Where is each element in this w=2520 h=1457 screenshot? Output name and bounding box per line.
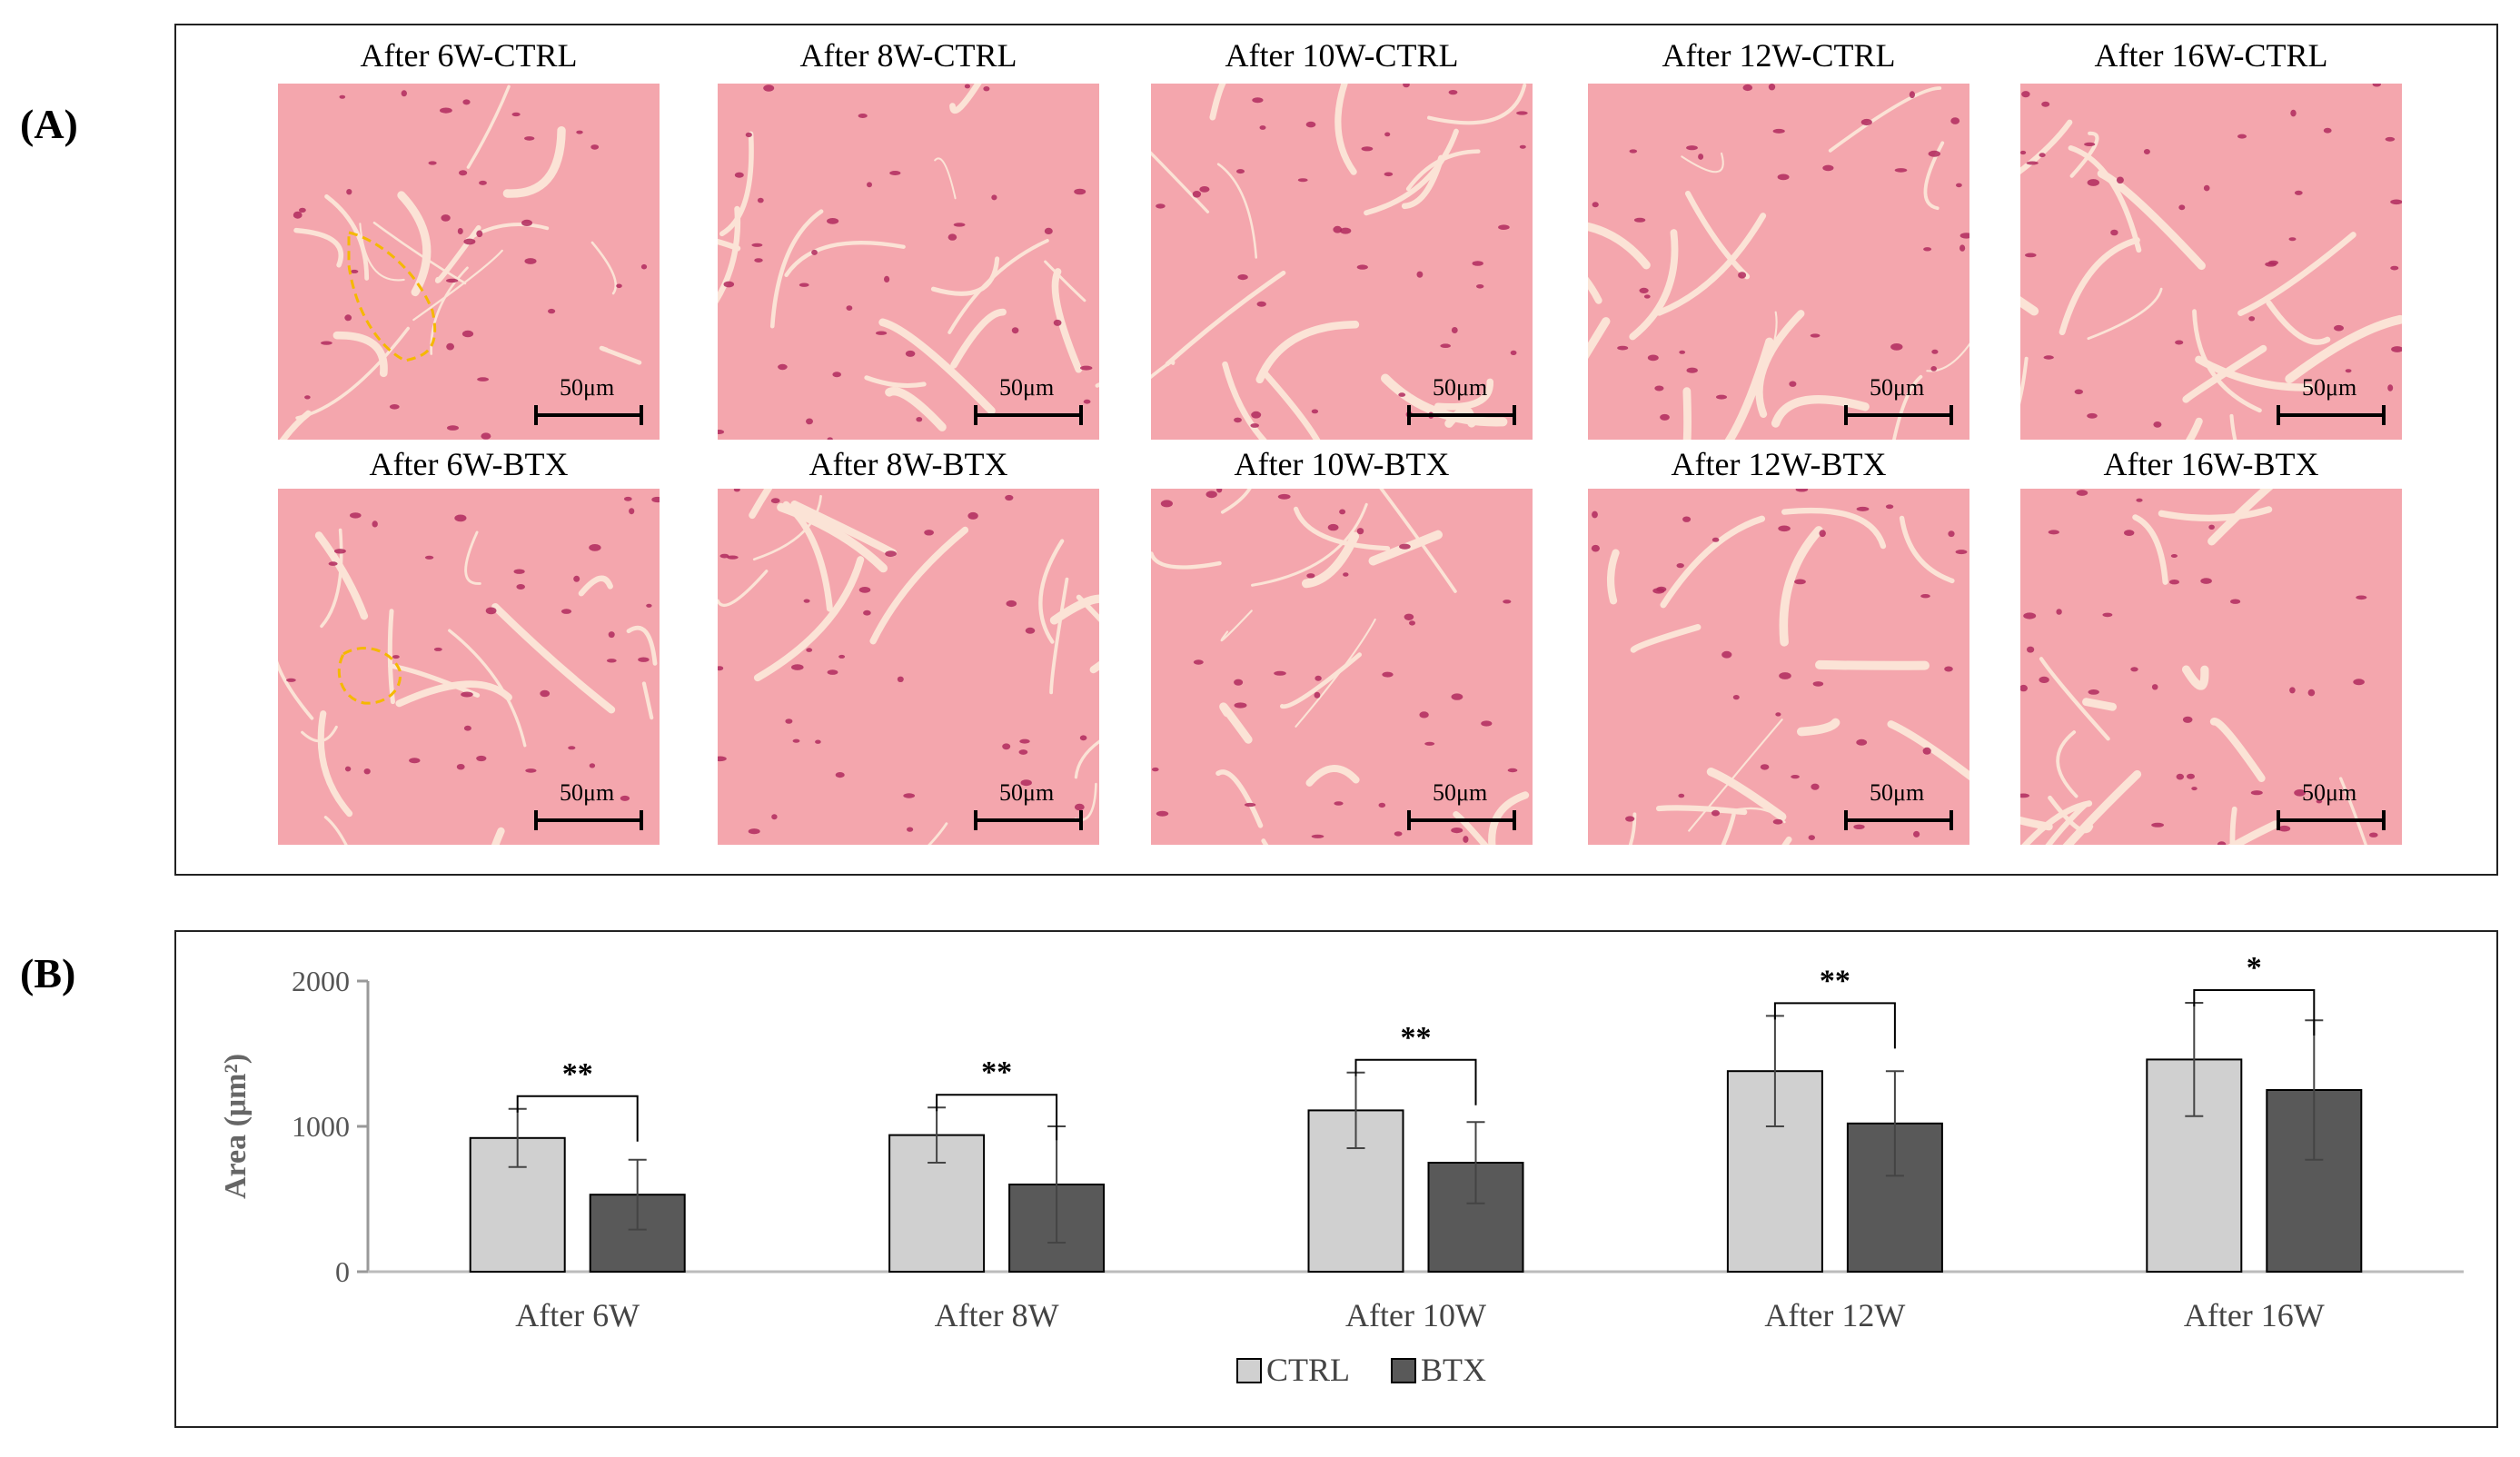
micrograph-image — [1151, 489, 1533, 845]
micrograph-image — [1588, 84, 1969, 440]
micrograph-caption: After 6W-BTX — [369, 446, 569, 482]
micrograph-image — [278, 489, 660, 845]
scale-bar-label: 50μm — [1433, 374, 1488, 401]
scale-bar-label: 50μm — [2302, 374, 2357, 401]
micrograph-image — [718, 84, 1099, 440]
micrograph-image — [2020, 84, 2402, 440]
scale-bar-label: 50μm — [999, 779, 1055, 806]
scale-bar — [974, 405, 1083, 425]
scale-bar — [2277, 810, 2386, 830]
micrograph-image — [2020, 489, 2402, 845]
micrograph-caption: After 10W-BTX — [1234, 446, 1450, 482]
micrograph-image — [1151, 84, 1533, 440]
panel-a-label: (A) — [20, 101, 78, 147]
significance-bracket — [936, 1094, 1058, 1141]
legend-swatch-btx — [1391, 1358, 1416, 1383]
legend-label-btx: BTX — [1421, 1352, 1486, 1388]
micrograph-caption: After 12W-BTX — [1671, 446, 1887, 482]
panel-b-label: (B) — [20, 950, 76, 996]
y-axis-label: Area (μm²) — [219, 1054, 253, 1199]
micrograph-caption: After 8W-CTRL — [799, 37, 1017, 74]
micrograph-image — [1588, 489, 1969, 845]
scale-bar-label: 50μm — [1870, 779, 1925, 806]
x-tick-label: After 12W — [1764, 1297, 1905, 1333]
x-tick-label: After 6W — [515, 1297, 640, 1333]
micrograph-caption: After 12W-CTRL — [1662, 37, 1896, 74]
y-tick-label: 2000 — [292, 965, 350, 997]
scale-bar — [1407, 405, 1516, 425]
micrograph-image — [718, 489, 1099, 845]
legend-swatch-ctrl — [1236, 1358, 1262, 1383]
micrograph-image — [278, 84, 660, 440]
significance-bracket — [516, 1095, 639, 1142]
significance-marker: ** — [1820, 964, 1850, 997]
scale-bar-label: 50μm — [999, 374, 1055, 401]
scale-bar-label: 50μm — [1870, 374, 1925, 401]
scale-bar — [534, 405, 643, 425]
fiber-outline — [347, 231, 437, 362]
micrograph-caption: After 6W-CTRL — [360, 37, 578, 74]
scale-bar-label: 50μm — [560, 779, 615, 806]
scale-bar — [974, 810, 1083, 830]
scale-bar — [1844, 810, 1953, 830]
micrograph-caption: After 8W-BTX — [809, 446, 1008, 482]
scale-bar — [2277, 405, 2386, 425]
scale-bar-label: 50μm — [2302, 779, 2357, 806]
scale-bar-label: 50μm — [1433, 779, 1488, 806]
legend-label-ctrl: CTRL — [1266, 1352, 1350, 1388]
significance-bracket — [2193, 989, 2316, 1036]
micrograph-caption: After 16W-CTRL — [2094, 37, 2328, 74]
y-tick-label: 1000 — [292, 1110, 350, 1143]
x-tick-label: After 10W — [1345, 1297, 1486, 1333]
scale-bar-label: 50μm — [560, 374, 615, 401]
scale-bar — [534, 810, 643, 830]
significance-marker: ** — [981, 1056, 1012, 1089]
x-tick-label: After 16W — [2184, 1297, 2325, 1333]
fiber-outline — [337, 647, 402, 705]
scale-bar — [1407, 810, 1516, 830]
significance-marker: * — [2247, 951, 2262, 985]
micrograph-caption: After 10W-CTRL — [1225, 37, 1459, 74]
significance-marker: ** — [1401, 1021, 1432, 1055]
scale-bar — [1844, 405, 1953, 425]
micrograph-caption: After 16W-BTX — [2103, 446, 2319, 482]
significance-bracket — [1354, 1058, 1477, 1105]
x-tick-label: After 8W — [935, 1297, 1059, 1333]
significance-marker: ** — [562, 1057, 593, 1091]
y-tick-label: 0 — [335, 1255, 350, 1288]
significance-bracket — [1773, 1002, 1896, 1049]
